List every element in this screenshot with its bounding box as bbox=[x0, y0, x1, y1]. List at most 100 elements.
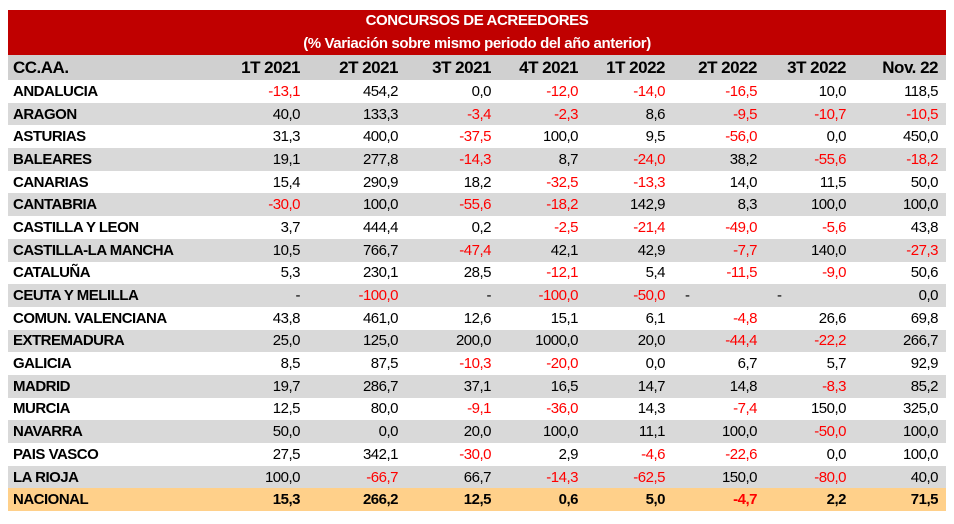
table-row: GALICIA 8,5 87,5 -10,3 -20,0 0,0 6,7 5,7 92,9 bbox=[8, 352, 946, 375]
value-cell: 100,0 bbox=[854, 193, 946, 217]
value-cell: -27,3 bbox=[854, 238, 946, 262]
value-cell: 0,0 bbox=[308, 420, 406, 443]
value-cell: 12,5 bbox=[272, 400, 301, 418]
table-row: ASTURIAS 31,3 400,0 -37,5 100,0 9,5 -56,0 0,0 45… bbox=[8, 125, 946, 148]
region-cell: ARAGON bbox=[8, 102, 218, 126]
value-cell: 6,1 bbox=[645, 309, 666, 327]
region-cell: EXTREMADURA bbox=[8, 329, 218, 353]
table-row: CEUTA Y MELILLA - -100,0- -100,0 -50,0- -0,0 bbox=[8, 284, 946, 307]
value-cell: 18,2 bbox=[463, 173, 492, 191]
data-table: CC.AA. 1T 2021 2T 2021 3T 2021 4T 2021 1T 202… bbox=[8, 55, 946, 512]
value-cell: 0,0 bbox=[826, 445, 847, 463]
value-cell: -32,5 bbox=[546, 173, 578, 191]
value-cell: 1000,0 bbox=[499, 329, 586, 353]
value-cell: 277,8 bbox=[308, 148, 406, 171]
value-cell: 42,9 bbox=[586, 238, 673, 262]
value-cell: 100,0 bbox=[218, 465, 308, 489]
region-cell: NACIONAL bbox=[8, 488, 218, 512]
region-cell: CASTILLA Y LEON bbox=[13, 218, 139, 236]
column-header: 2T 2022 bbox=[673, 55, 765, 80]
value-cell: 400,0 bbox=[362, 128, 399, 146]
value-cell: -30,0 bbox=[218, 193, 308, 217]
table-row: EXTREMADURA 25,0 125,0 200,0 1000,0 20,0 -44,4… bbox=[8, 329, 946, 353]
table-row: CANARIAS 15,4 290,9 18,2 -32,5 -13,3 14,0 11,5 5… bbox=[8, 171, 946, 194]
value-cell: -22,2 bbox=[765, 329, 854, 353]
value-cell: 14,3 bbox=[637, 400, 666, 418]
value-cell: -47,4 bbox=[406, 238, 499, 262]
value-cell: 200,0 bbox=[406, 329, 499, 353]
value-cell: -18,2 bbox=[854, 148, 946, 171]
value-cell: 266,2 bbox=[308, 488, 406, 512]
value-cell: 38,2 bbox=[673, 148, 765, 171]
value-cell: 150,0 bbox=[673, 465, 765, 489]
value-cell: -100,0 bbox=[499, 284, 586, 307]
value-cell: 12,6 bbox=[463, 309, 492, 327]
value-cell: 19,1 bbox=[218, 148, 308, 171]
value-cell: 80,0 bbox=[370, 400, 399, 418]
column-header: 3T 2021 bbox=[406, 55, 499, 80]
value-cell: -55,6 bbox=[765, 148, 854, 171]
value-cell: -3,4 bbox=[406, 102, 499, 126]
table-row: CANTABRIA -30,0 100,0 -55,6 -18,2 142,9 8,3 100… bbox=[8, 193, 946, 217]
value-cell: 12,5 bbox=[406, 488, 499, 512]
value-cell: -4,7 bbox=[673, 488, 765, 512]
value-cell: - bbox=[673, 284, 765, 307]
total-row: NACIONAL 15,3 266,2 12,5 0,6 5,0 -4,7 2,2 71,5 bbox=[8, 488, 946, 512]
value-cell: - bbox=[765, 284, 854, 307]
value-cell: 342,1 bbox=[362, 445, 399, 463]
value-cell: 43,8 bbox=[272, 309, 301, 327]
value-cell: -12,1 bbox=[546, 264, 578, 282]
value-cell: - bbox=[406, 284, 499, 307]
region-cell: CANTABRIA bbox=[8, 193, 218, 217]
column-header: 1T 2021 bbox=[218, 55, 308, 80]
value-cell: 2,2 bbox=[765, 488, 854, 512]
region-cell: GALICIA bbox=[13, 355, 72, 373]
value-cell: 286,7 bbox=[308, 374, 406, 398]
region-cell: BALEARES bbox=[8, 148, 218, 171]
value-cell: -21,4 bbox=[633, 218, 665, 236]
value-cell: -2,5 bbox=[554, 218, 578, 236]
value-cell: 15,3 bbox=[218, 488, 308, 512]
value-cell: -13,3 bbox=[633, 173, 665, 191]
value-cell: -22,6 bbox=[725, 445, 757, 463]
value-cell: 3,7 bbox=[280, 218, 301, 236]
value-cell: 100,0 bbox=[308, 193, 406, 217]
value-cell: 0,0 bbox=[854, 284, 946, 307]
table-subtitle: (% Variación sobre mismo periodo del año… bbox=[8, 32, 946, 55]
value-cell: 100,0 bbox=[902, 445, 939, 463]
region-cell: MADRID bbox=[8, 374, 218, 398]
value-cell: -50,0 bbox=[586, 284, 673, 307]
value-cell: 11,5 bbox=[819, 173, 847, 191]
value-cell: 19,7 bbox=[218, 374, 308, 398]
value-cell: 27,5 bbox=[272, 445, 301, 463]
value-cell: 8,5 bbox=[280, 355, 301, 373]
value-cell: 266,7 bbox=[854, 329, 946, 353]
region-cell: CASTILLA-LA MANCHA bbox=[8, 238, 218, 262]
value-cell: -62,5 bbox=[586, 465, 673, 489]
value-cell: 142,9 bbox=[586, 193, 673, 217]
region-cell: CANARIAS bbox=[13, 173, 89, 191]
value-cell: -44,4 bbox=[673, 329, 765, 353]
table-row: LA RIOJA 100,0 -66,7 66,7 -14,3 -62,5 150,0 -80… bbox=[8, 465, 946, 489]
table-row: BALEARES 19,1 277,8 -14,3 8,7 -24,0 38,2 -55,6-… bbox=[8, 148, 946, 171]
value-cell: 230,1 bbox=[362, 264, 399, 282]
value-cell: -37,5 bbox=[459, 128, 491, 146]
region-cell: NAVARRA bbox=[8, 420, 218, 443]
value-cell: 40,0 bbox=[854, 465, 946, 489]
value-cell: -9,1 bbox=[467, 400, 491, 418]
value-cell: -100,0 bbox=[308, 284, 406, 307]
value-cell: 15,1 bbox=[550, 309, 579, 327]
value-cell: -56,0 bbox=[725, 128, 757, 146]
value-cell: 8,3 bbox=[673, 193, 765, 217]
value-cell: -11,5 bbox=[726, 264, 757, 282]
value-cell: 5,3 bbox=[280, 264, 301, 282]
value-cell: 9,5 bbox=[645, 128, 666, 146]
value-cell: 8,6 bbox=[586, 102, 673, 126]
value-cell: -24,0 bbox=[586, 148, 673, 171]
value-cell: 69,8 bbox=[910, 309, 939, 327]
value-cell: -14,3 bbox=[499, 465, 586, 489]
value-cell: -12,0 bbox=[546, 82, 578, 100]
value-cell: 50,0 bbox=[910, 173, 939, 191]
table-row: CASTILLA Y LEON 3,7 444,4 0,2 -2,5 -21,4 -49,0… bbox=[8, 216, 946, 239]
region-cell: CATALUÑA bbox=[13, 264, 91, 282]
